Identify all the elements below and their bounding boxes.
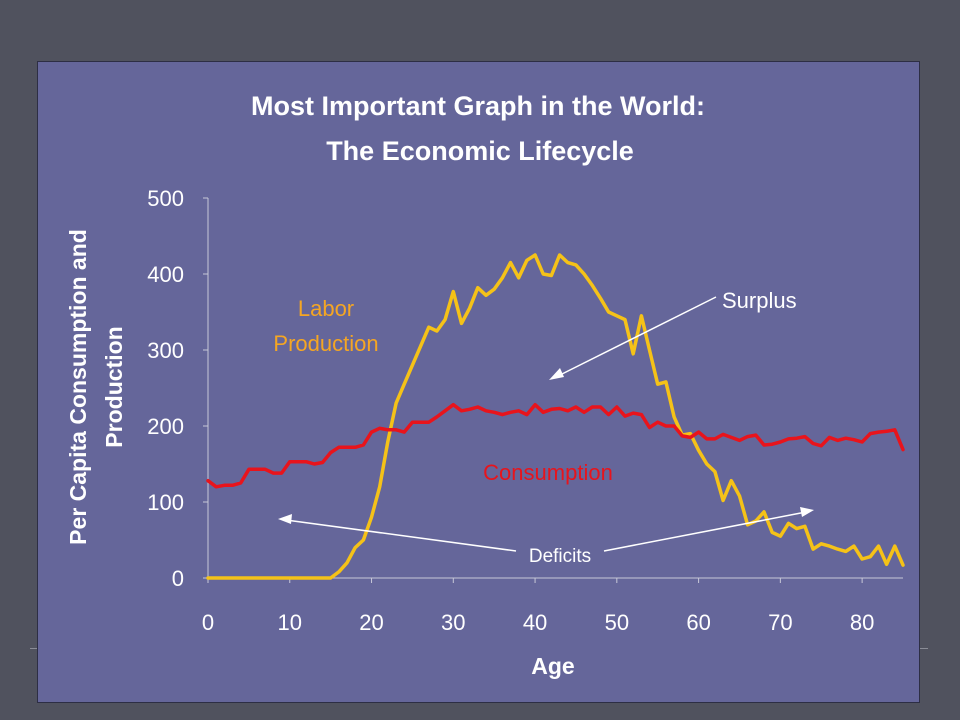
y-axis-title-line2: Production (101, 326, 127, 447)
y-tick-label: 300 (147, 338, 184, 363)
deficits-arrow-left (285, 519, 517, 552)
deficits-annotation: Deficits (278, 507, 814, 567)
deficits-arrow-right (603, 511, 807, 552)
deficits-label: Deficits (529, 546, 591, 567)
x-tick-label: 60 (686, 610, 710, 635)
y-axis-title-line1: Per Capita Consumption and (65, 229, 91, 545)
surplus-label: Surplus (722, 288, 797, 313)
x-tick-labels: 0 10 20 30 40 50 60 70 80 (202, 610, 874, 635)
labor-production-line (206, 253, 905, 580)
chart-title-line1: Most Important Graph in the World: (251, 91, 705, 121)
x-tick-label: 40 (523, 610, 547, 635)
x-tick-label: 80 (850, 610, 874, 635)
y-tick-label: 0 (172, 566, 184, 591)
surplus-arrowhead (549, 368, 564, 380)
labor-production-label-line1: Labor (298, 296, 354, 321)
y-tick-label: 400 (147, 262, 184, 287)
y-tick-label: 500 (147, 186, 184, 211)
y-axis-title: Per Capita Consumption and Production (65, 229, 127, 545)
x-tick-label: 30 (441, 610, 465, 635)
deficits-arrowhead-left (278, 514, 292, 524)
consumption-label: Consumption (483, 460, 613, 485)
x-axis-title: Age (531, 653, 574, 679)
deficits-arrowhead-right (800, 507, 814, 517)
series-lines (206, 253, 905, 580)
surplus-annotation: Surplus (549, 288, 797, 380)
x-tick-label: 20 (359, 610, 383, 635)
chart-panel (37, 61, 920, 703)
axes (203, 197, 903, 583)
x-tick-label: 0 (202, 610, 214, 635)
labor-production-label-line2: Production (273, 331, 378, 356)
x-tick-label: 10 (278, 610, 302, 635)
x-tick-label: 50 (605, 610, 629, 635)
x-tick-label: 70 (768, 610, 792, 635)
y-tick-label: 100 (147, 490, 184, 515)
surplus-arrow (555, 296, 717, 378)
y-tick-labels: 0 100 200 300 400 500 (147, 186, 184, 591)
y-tick-label: 200 (147, 414, 184, 439)
consumption-line (206, 402, 905, 489)
chart-title-line2: The Economic Lifecycle (326, 136, 634, 166)
